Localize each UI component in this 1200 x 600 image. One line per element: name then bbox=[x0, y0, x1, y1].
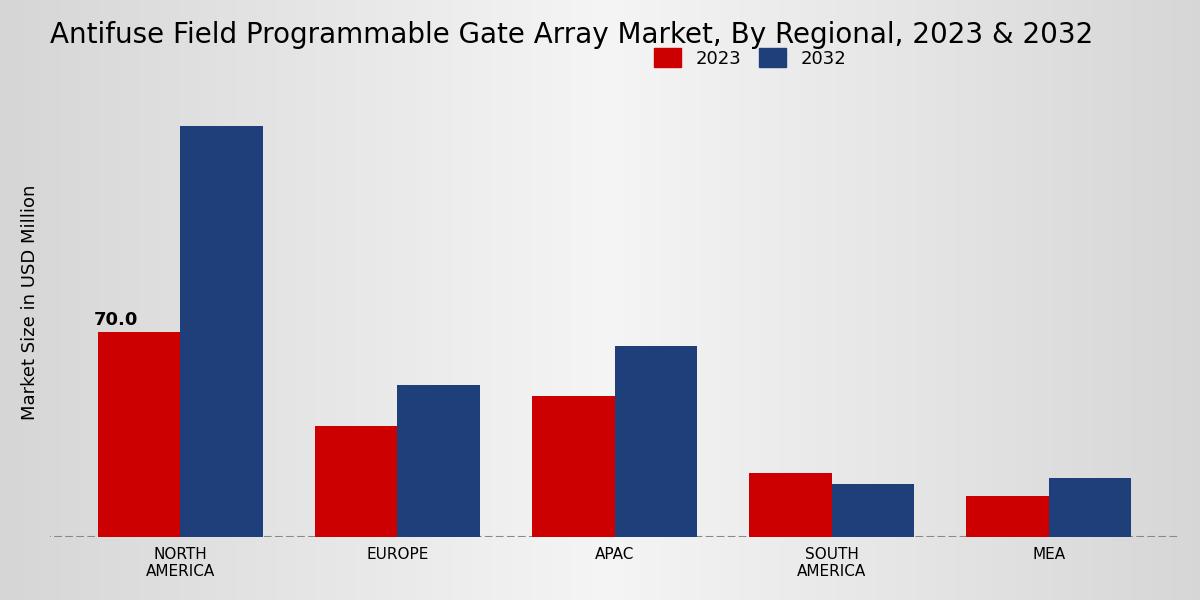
Bar bbox=[832, 484, 914, 537]
Bar bbox=[614, 346, 697, 537]
Bar bbox=[397, 385, 480, 537]
Legend: 2023, 2032: 2023, 2032 bbox=[644, 40, 856, 77]
Bar bbox=[314, 425, 397, 537]
Text: Antifuse Field Programmable Gate Array Market, By Regional, 2023 & 2032: Antifuse Field Programmable Gate Array M… bbox=[50, 21, 1093, 49]
Bar bbox=[749, 473, 832, 537]
Bar bbox=[180, 127, 263, 537]
Y-axis label: Market Size in USD Million: Market Size in USD Million bbox=[20, 185, 38, 420]
Bar bbox=[532, 396, 614, 537]
Bar bbox=[966, 496, 1049, 537]
Text: 70.0: 70.0 bbox=[94, 311, 138, 329]
Bar bbox=[1049, 478, 1132, 537]
Bar bbox=[97, 332, 180, 537]
